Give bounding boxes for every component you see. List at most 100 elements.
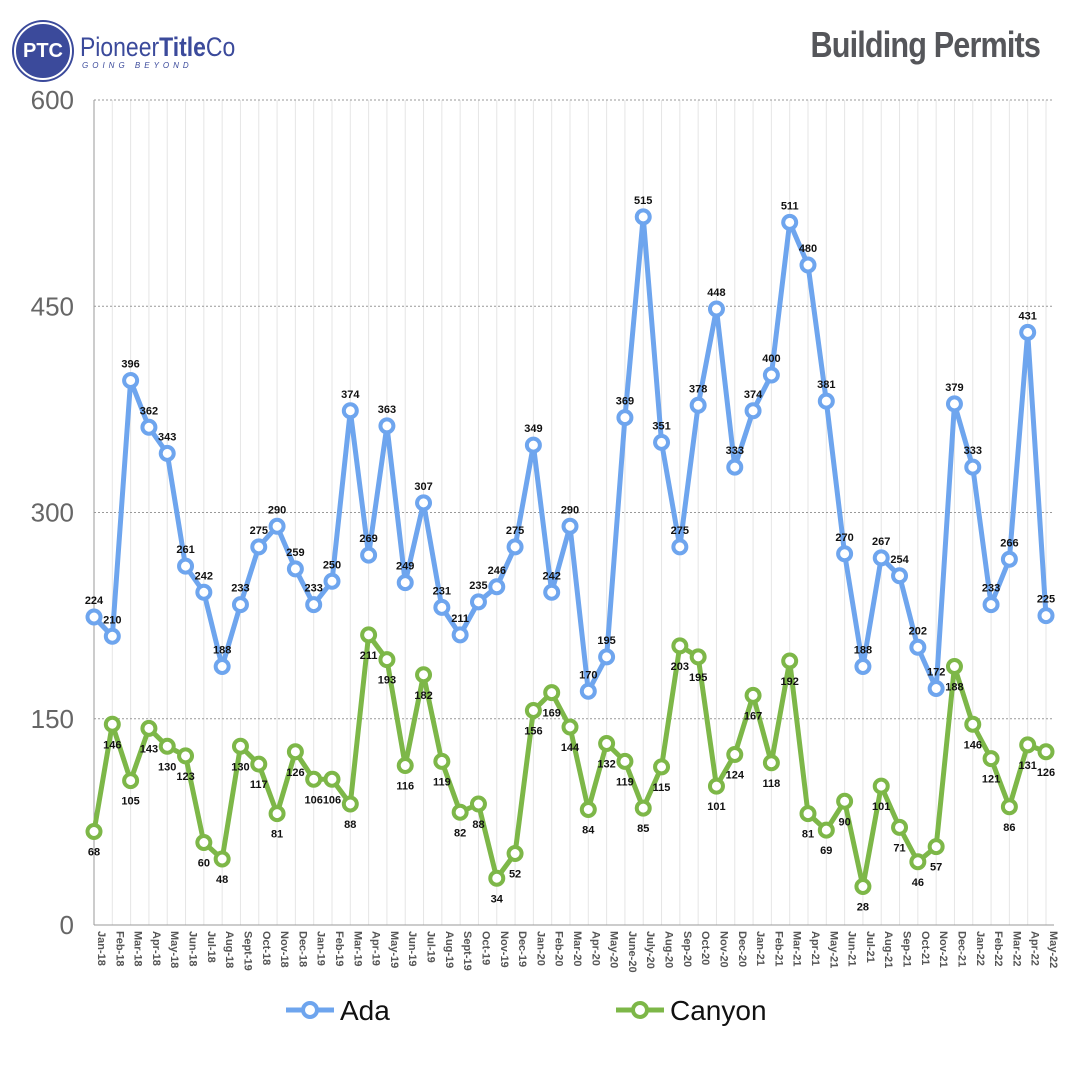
data-label-ada: 362 [140, 405, 158, 417]
data-point-ada [781, 213, 799, 231]
y-tick-label: 600 [31, 85, 74, 115]
x-tick-label: Dec-18 [296, 931, 308, 967]
data-label-canyon: 106 [305, 794, 323, 806]
data-label-ada: 270 [835, 532, 853, 544]
data-label-ada: 480 [799, 243, 817, 255]
x-tick-label: June-20 [626, 931, 638, 973]
data-label-ada: 511 [781, 200, 799, 212]
data-label-ada: 275 [506, 525, 524, 537]
data-point-ada [177, 557, 195, 575]
logo-tagline: GOING BEYOND [82, 60, 193, 70]
data-label-ada: 188 [854, 645, 872, 657]
data-label-ada: 235 [469, 580, 487, 592]
data-label-ada: 381 [817, 379, 835, 391]
data-point-ada [433, 598, 451, 616]
data-point-canyon [177, 747, 195, 765]
data-label-canyon: 85 [637, 823, 649, 835]
data-point-ada [85, 608, 103, 626]
data-point-canyon [469, 795, 487, 813]
data-point-ada [726, 458, 744, 476]
chart-title: Building Permits [810, 24, 1040, 65]
data-label-canyon: 169 [543, 708, 561, 720]
data-label-canyon: 143 [140, 743, 158, 755]
data-label-canyon: 124 [726, 770, 745, 782]
data-label-canyon: 188 [945, 682, 963, 694]
data-point-ada [543, 583, 561, 601]
x-tick-label: Oct-18 [260, 931, 272, 965]
data-point-ada [1000, 550, 1018, 568]
data-label-ada: 259 [286, 547, 304, 559]
x-tick-label: Mar-19 [351, 931, 363, 966]
data-point-ada [982, 596, 1000, 614]
data-point-canyon [506, 845, 524, 862]
x-tick-label: Apr-19 [370, 931, 382, 966]
data-label-canyon: 119 [616, 776, 634, 788]
data-point-canyon [579, 801, 597, 818]
data-point-canyon [909, 853, 927, 871]
legend-marker-ada [301, 1001, 319, 1019]
x-tick-label: Dec-21 [955, 931, 967, 967]
data-label-canyon: 82 [454, 827, 466, 839]
x-tick-label: Aug-19 [443, 931, 455, 968]
data-label-ada: 233 [305, 583, 323, 595]
data-label-canyon: 46 [912, 877, 924, 889]
logo-name-1: Pioneer [80, 31, 160, 62]
data-point-ada [158, 444, 176, 462]
data-point-ada [396, 574, 414, 592]
data-point-ada [341, 402, 359, 420]
data-point-canyon [360, 626, 378, 644]
x-tick-label: Jan-22 [974, 931, 986, 966]
data-label-ada: 170 [579, 669, 597, 681]
legend-label-canyon: Canyon [670, 995, 767, 1026]
x-tick-label: May-19 [388, 931, 400, 968]
data-label-canyon: 193 [378, 675, 396, 687]
data-label-canyon: 167 [744, 710, 762, 722]
data-point-canyon [268, 805, 286, 823]
data-point-ada [323, 572, 341, 590]
x-tick-label: May-21 [827, 931, 839, 968]
data-label-canyon: 182 [414, 690, 432, 702]
data-point-ada [213, 658, 231, 675]
data-label-ada: 378 [689, 383, 707, 395]
data-label-ada: 246 [488, 565, 506, 577]
data-point-canyon [964, 715, 982, 733]
x-tick-label: Nov-21 [937, 931, 949, 968]
data-point-canyon [1000, 798, 1018, 816]
x-tick-label: Sept-19 [241, 931, 253, 971]
data-label-canyon: 57 [930, 862, 942, 874]
x-tick-label: Jul-18 [205, 931, 217, 963]
data-point-ada [1037, 607, 1055, 625]
data-point-canyon [524, 702, 542, 719]
data-label-canyon: 69 [820, 845, 832, 857]
logo: PTC PioneerTitleCo GOING BEYOND [14, 22, 263, 80]
x-tick-label: Jan-20 [534, 931, 546, 966]
data-label-ada: 374 [341, 389, 360, 401]
x-tick-label: Feb-20 [553, 931, 565, 966]
x-tick-label: Apr-18 [150, 931, 162, 966]
data-point-ada [1019, 323, 1037, 341]
x-tick-label: Feb-21 [772, 931, 784, 966]
x-tick-label: Jan-21 [754, 931, 766, 966]
x-tick-label: Jun-19 [406, 931, 418, 966]
data-point-ada [872, 549, 890, 567]
data-label-ada: 275 [671, 525, 689, 537]
data-label-ada: 333 [726, 445, 744, 457]
data-point-canyon [653, 758, 671, 776]
data-point-canyon [616, 752, 634, 770]
data-label-ada: 211 [451, 613, 469, 625]
data-point-ada [836, 545, 854, 563]
data-label-canyon: 192 [781, 676, 799, 688]
data-point-canyon [982, 750, 1000, 768]
data-label-ada: 290 [561, 504, 579, 516]
data-point-ada [653, 433, 671, 451]
x-tick-label: Feb-18 [113, 931, 125, 966]
data-label-ada: 254 [890, 554, 909, 566]
data-point-ada [268, 517, 286, 535]
x-tick-label: May-22 [1047, 931, 1059, 968]
data-point-canyon [250, 755, 268, 773]
data-point-ada [140, 418, 158, 436]
data-label-canyon: 68 [88, 847, 100, 859]
data-label-ada: 333 [964, 445, 982, 457]
data-label-ada: 369 [616, 396, 634, 408]
